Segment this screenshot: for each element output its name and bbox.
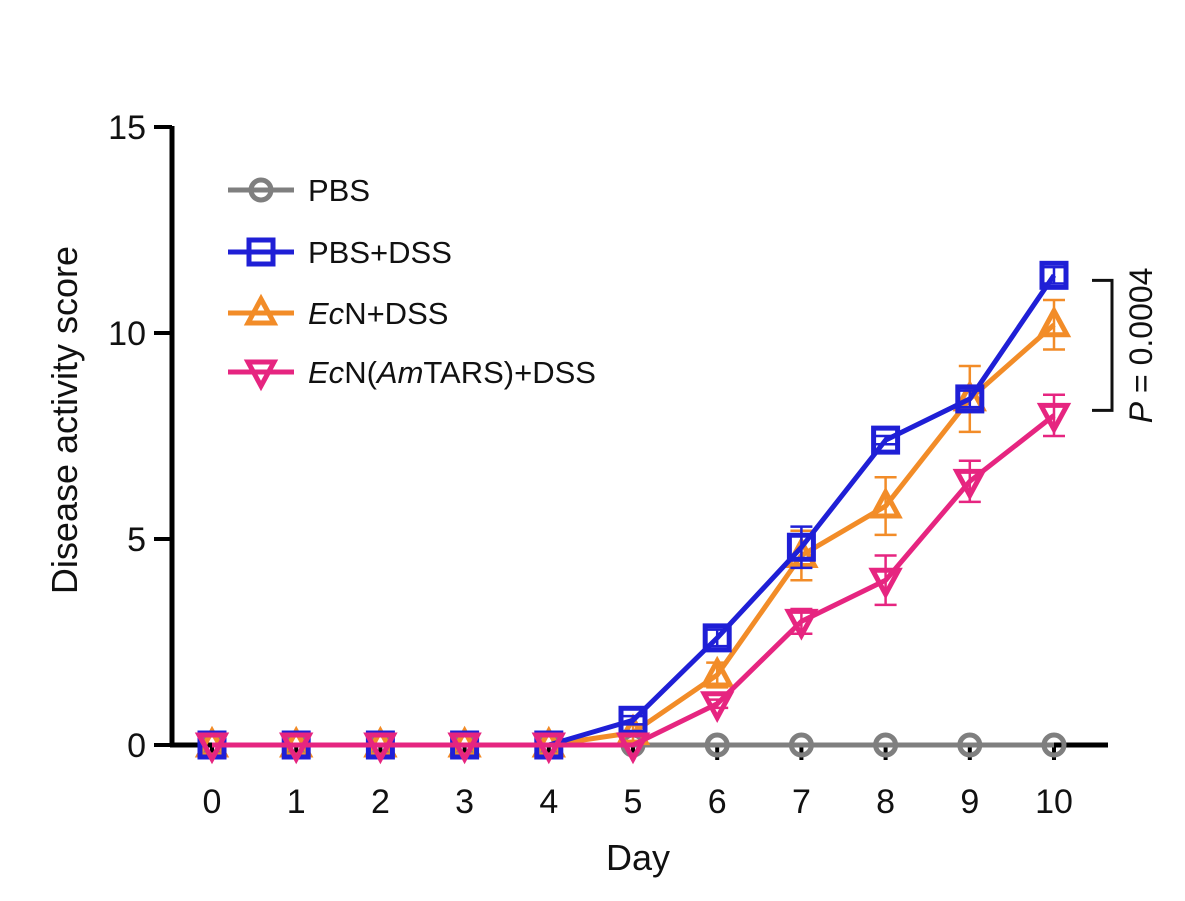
data-point — [704, 732, 730, 758]
legend-item: PBS — [228, 173, 370, 208]
x-tick-label: 0 — [203, 783, 222, 821]
data-point — [531, 732, 566, 765]
legend-label: EcN(AmTARS)+DSS — [308, 355, 596, 390]
series-square — [197, 260, 1069, 760]
data-point — [700, 691, 735, 724]
data-point — [279, 732, 314, 765]
data-point — [1039, 260, 1069, 290]
legend-label: PBS+DSS — [308, 235, 452, 270]
series-triangle-down — [194, 393, 1072, 765]
x-tick-label: 5 — [624, 783, 643, 821]
data-point — [871, 425, 901, 455]
data-point — [1036, 402, 1072, 435]
series-layer — [194, 260, 1072, 765]
data-point — [1036, 305, 1072, 338]
series-line — [212, 413, 1056, 748]
data-point — [952, 468, 987, 501]
data-point — [700, 655, 735, 688]
p-value-text: P = 0.0004 — [1123, 268, 1159, 424]
data-point — [873, 732, 899, 758]
x-tick-label: 6 — [708, 783, 727, 821]
legend-marker — [248, 177, 274, 203]
y-tick-label: 10 — [108, 315, 146, 353]
legend-label: EcN+DSS — [308, 296, 448, 331]
data-point — [957, 732, 983, 758]
legend-label: PBS — [308, 173, 370, 208]
legend-marker — [243, 293, 279, 326]
x-tick-label: 1 — [287, 783, 306, 821]
series-line — [212, 273, 1057, 748]
axes: 0 5 10 15 0 1 2 3 4 5 6 7 8 9 10 — [108, 109, 1108, 821]
p-value-symbol: P — [1123, 401, 1159, 423]
y-tick-label: 5 — [127, 521, 146, 559]
y-axis-title: Disease activity score — [44, 246, 85, 594]
x-tick-label: 3 — [455, 783, 474, 821]
data-point — [447, 732, 482, 765]
data-point — [194, 732, 230, 765]
data-point — [702, 623, 732, 653]
data-point — [615, 732, 651, 765]
data-point — [955, 384, 985, 414]
legend-marker — [246, 237, 276, 267]
data-point — [788, 732, 814, 758]
legend-item: EcN(AmTARS)+DSS — [228, 355, 596, 392]
x-tick-label: 4 — [539, 783, 558, 821]
data-point — [786, 532, 816, 562]
data-point — [868, 486, 903, 519]
p-value-number: = 0.0004 — [1123, 268, 1159, 402]
significance-annotation: P = 0.0004 — [1092, 268, 1159, 424]
data-point — [363, 732, 398, 765]
x-tick-label: 8 — [876, 783, 895, 821]
data-point — [618, 705, 648, 735]
x-tick-label: 7 — [792, 783, 811, 821]
data-point — [1041, 732, 1067, 758]
legend-marker — [243, 359, 279, 392]
x-tick-label: 10 — [1035, 783, 1073, 821]
x-tick-label: 2 — [371, 783, 390, 821]
data-point — [784, 608, 819, 641]
legend-item: PBS+DSS — [228, 235, 452, 270]
significance-bracket — [1092, 278, 1114, 412]
legend: PBS PBS+DSS EcN+DSS EcN(AmTARS)+DSS — [228, 173, 596, 392]
y-tick-label: 15 — [108, 109, 146, 147]
legend-item: EcN+DSS — [228, 293, 448, 331]
x-tick-label: 9 — [960, 783, 979, 821]
y-tick-label: 0 — [127, 727, 146, 765]
data-point — [868, 567, 903, 600]
x-axis-title: Day — [606, 837, 670, 878]
